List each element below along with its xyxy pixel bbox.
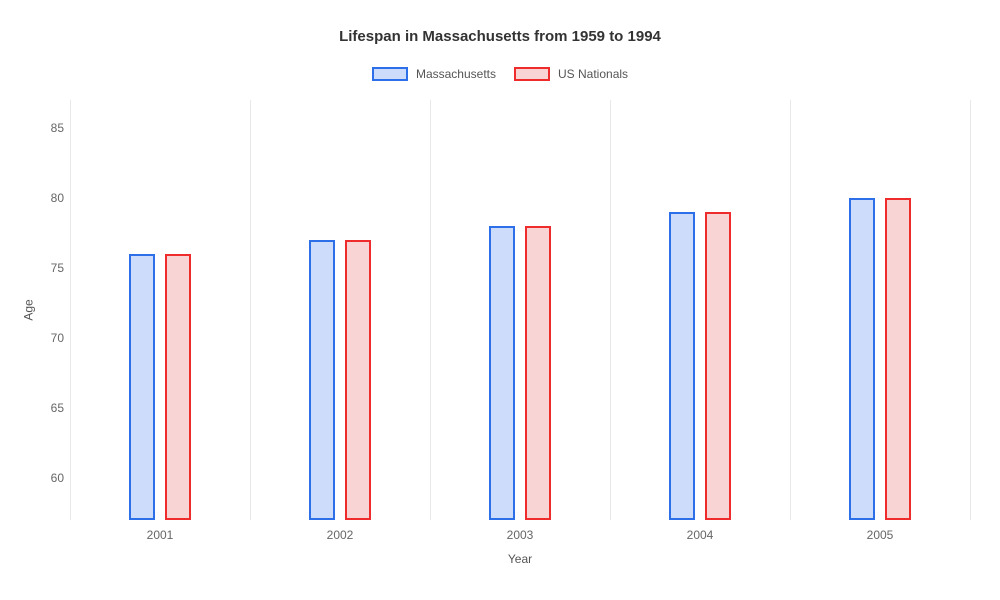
bar <box>525 226 551 520</box>
bar <box>345 240 371 520</box>
y-tick-label: 80 <box>38 191 64 205</box>
grid-line <box>250 100 251 520</box>
x-axis-label: Year <box>508 552 532 566</box>
y-axis-label: Age <box>22 299 36 320</box>
y-tick-label: 60 <box>38 471 64 485</box>
grid-line <box>70 100 71 520</box>
grid-line <box>790 100 791 520</box>
legend-swatch-massachusetts <box>372 67 408 81</box>
x-tick-label: 2003 <box>507 528 534 542</box>
bar <box>849 198 875 520</box>
x-tick-label: 2004 <box>687 528 714 542</box>
chart-title: Lifespan in Massachusetts from 1959 to 1… <box>0 0 1000 45</box>
legend-item-us-nationals: US Nationals <box>514 67 628 81</box>
bar <box>309 240 335 520</box>
legend-label: Massachusetts <box>416 67 496 81</box>
y-tick-label: 65 <box>38 401 64 415</box>
bar <box>165 254 191 520</box>
plot-area: Age Year 6065707580852001200220032004200… <box>70 100 970 520</box>
grid-line <box>610 100 611 520</box>
legend-swatch-us-nationals <box>514 67 550 81</box>
legend-label: US Nationals <box>558 67 628 81</box>
bar <box>669 212 695 520</box>
grid-line <box>970 100 971 520</box>
bar <box>129 254 155 520</box>
y-tick-label: 75 <box>38 261 64 275</box>
y-tick-label: 70 <box>38 331 64 345</box>
x-tick-label: 2001 <box>147 528 174 542</box>
bar <box>885 198 911 520</box>
bar <box>705 212 731 520</box>
x-tick-label: 2005 <box>867 528 894 542</box>
legend: Massachusetts US Nationals <box>0 67 1000 81</box>
grid-line <box>430 100 431 520</box>
bar <box>489 226 515 520</box>
x-tick-label: 2002 <box>327 528 354 542</box>
y-tick-label: 85 <box>38 121 64 135</box>
legend-item-massachusetts: Massachusetts <box>372 67 496 81</box>
